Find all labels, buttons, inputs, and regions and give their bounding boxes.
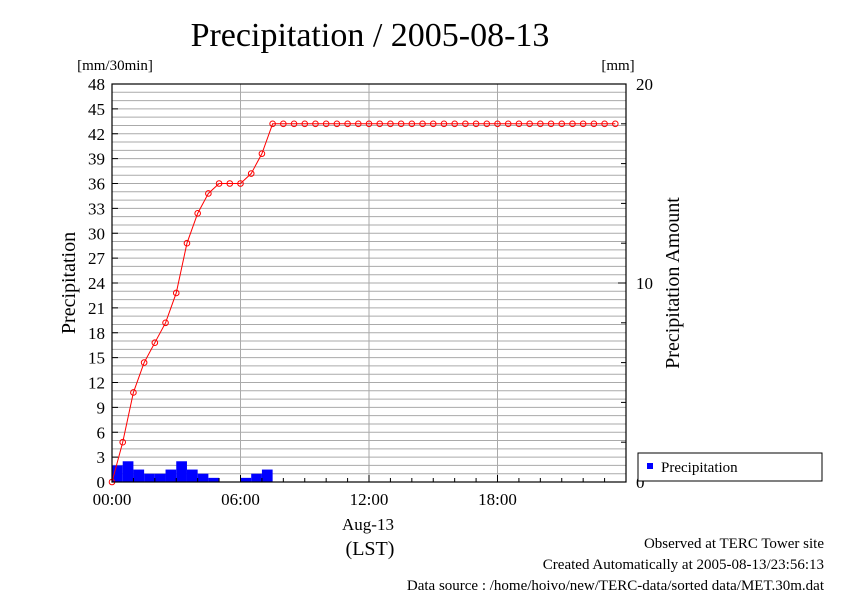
x-date-label: Aug-13 bbox=[342, 515, 394, 534]
y-left-tick-label: 18 bbox=[88, 324, 105, 343]
precipitation-bar bbox=[144, 474, 155, 482]
x-tick-label: 18:00 bbox=[478, 490, 517, 509]
footer-created: Created Automatically at 2005-08-13/23:5… bbox=[543, 557, 824, 574]
y-right-tick-label: 20 bbox=[636, 75, 653, 94]
right-unit-label: [mm] bbox=[601, 58, 634, 74]
right-axis-title: Precipitation Amount bbox=[662, 197, 684, 369]
tick-labels: 0369121518212427303336394245480102000:00… bbox=[88, 75, 653, 509]
cumulative-polyline bbox=[112, 124, 615, 482]
y-left-tick-label: 15 bbox=[88, 349, 105, 368]
y-left-tick-label: 39 bbox=[88, 150, 105, 169]
precipitation-bar bbox=[198, 474, 209, 482]
y-right-tick-label: 10 bbox=[636, 274, 653, 293]
precipitation-chart: Precipitation / 2005-08-13 [mm/30min] [m… bbox=[0, 0, 842, 595]
precipitation-bar bbox=[133, 470, 144, 482]
y-left-tick-label: 42 bbox=[88, 125, 105, 144]
legend: Precipitation bbox=[638, 453, 822, 481]
precipitation-bar bbox=[123, 461, 134, 482]
footer-observed: Observed at TERC Tower site bbox=[644, 536, 824, 553]
precipitation-bar bbox=[176, 461, 187, 482]
footer-source: Data source : /home/hoivo/new/TERC-data/… bbox=[407, 578, 824, 595]
x-tick-label: 12:00 bbox=[350, 490, 389, 509]
x-axis-title: (LST) bbox=[346, 538, 395, 560]
y-left-tick-label: 33 bbox=[88, 199, 105, 218]
y-left-tick-label: 9 bbox=[97, 398, 106, 417]
precipitation-bar bbox=[208, 478, 219, 482]
precipitation-bar bbox=[241, 478, 252, 482]
y-left-tick-label: 24 bbox=[88, 274, 106, 293]
precipitation-bars bbox=[112, 461, 273, 482]
left-unit-label: [mm/30min] bbox=[77, 58, 153, 74]
gridlines bbox=[112, 84, 626, 482]
legend-swatch bbox=[647, 463, 653, 469]
chart-title: Precipitation / 2005-08-13 bbox=[191, 17, 550, 54]
y-left-tick-label: 21 bbox=[88, 299, 105, 318]
legend-label: Precipitation bbox=[661, 460, 738, 476]
y-left-tick-label: 45 bbox=[88, 100, 105, 119]
y-left-tick-label: 30 bbox=[88, 224, 105, 243]
precipitation-bar bbox=[155, 474, 166, 482]
y-left-tick-label: 27 bbox=[88, 249, 106, 268]
left-axis-title: Precipitation bbox=[58, 232, 80, 334]
y-left-tick-label: 36 bbox=[88, 175, 105, 194]
precipitation-bar bbox=[251, 474, 262, 482]
y-left-tick-label: 3 bbox=[97, 448, 106, 467]
y-left-tick-label: 12 bbox=[88, 374, 105, 393]
x-tick-label: 06:00 bbox=[221, 490, 260, 509]
precipitation-bar bbox=[187, 470, 198, 482]
precipitation-bar bbox=[262, 470, 273, 482]
precipitation-bar bbox=[166, 470, 177, 482]
x-tick-label: 00:00 bbox=[93, 490, 132, 509]
y-left-tick-label: 48 bbox=[88, 75, 105, 94]
y-left-tick-label: 6 bbox=[97, 423, 106, 442]
